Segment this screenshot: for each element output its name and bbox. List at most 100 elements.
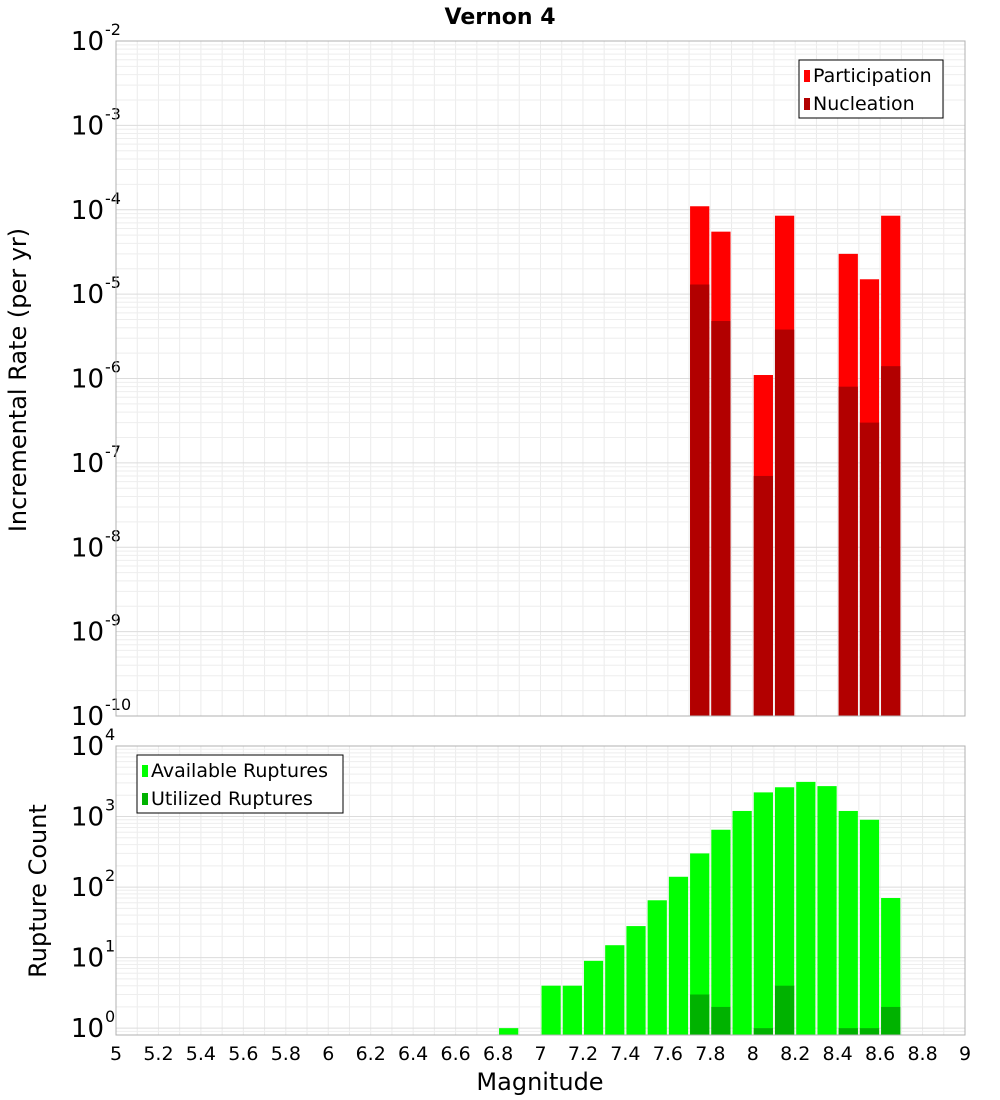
chart-title: Vernon 4 [445, 5, 556, 30]
x-tick-label: 7.2 [568, 1043, 598, 1065]
y-tick-base: 10 [71, 702, 104, 732]
y-tick-exponent: -3 [105, 104, 121, 123]
y-tick-exponent: 3 [105, 796, 115, 815]
bar-available-ruptures [626, 926, 646, 1035]
y-tick-base: 10 [71, 1014, 104, 1044]
y-tick-exponent: -10 [105, 695, 131, 714]
y-tick-label: 10 -2 [71, 20, 121, 57]
y-tick-label: 10 -7 [71, 442, 121, 479]
bar-available-ruptures [753, 792, 773, 1035]
bar-available-ruptures [562, 985, 582, 1035]
bar-available-ruptures [774, 787, 795, 1035]
bar-available-ruptures [605, 945, 625, 1035]
y-tick-exponent: -5 [105, 273, 121, 292]
y-tick-label: 10 0 [71, 1007, 115, 1044]
y-tick-label: 10 -5 [71, 273, 121, 310]
top-plot-border [115, 40, 966, 717]
legend-swatch [142, 793, 148, 805]
y-tick-label: 10 3 [71, 796, 115, 833]
bar-available-ruptures [690, 853, 710, 1035]
y-tick-base: 10 [71, 618, 104, 648]
bar-available-ruptures [583, 960, 604, 1035]
y-tick-exponent: -4 [105, 189, 121, 208]
bar-available-ruptures [668, 876, 689, 1035]
bar-utilized-ruptures [859, 1028, 880, 1035]
y-tick-label: 10 -3 [71, 104, 121, 141]
y-tick-base: 10 [71, 803, 104, 833]
y-tick-label: 10 -4 [71, 189, 121, 226]
bar-nucleation [711, 321, 731, 716]
top-y-axis-label: Incremental Rate (per yr) [4, 228, 32, 532]
bottom-plot-border [115, 745, 966, 1036]
bar-nucleation [690, 284, 710, 716]
y-tick-base: 10 [71, 533, 104, 563]
y-tick-label: 10 1 [71, 937, 115, 974]
legend-entry: Utilized Ruptures [151, 788, 313, 810]
bottom-legend: Available Ruptures Utilized Ruptures [136, 754, 344, 814]
y-tick-exponent: -7 [105, 442, 121, 461]
x-tick-label: 8.2 [780, 1043, 810, 1065]
y-tick-exponent: 1 [105, 937, 115, 956]
y-tick-base: 10 [71, 196, 104, 226]
x-tick-label: 7.6 [653, 1043, 683, 1065]
x-tick-label: 5.8 [271, 1043, 301, 1065]
y-tick-exponent: -9 [105, 611, 121, 630]
bar-nucleation [859, 422, 880, 716]
legend-box [798, 59, 944, 119]
x-tick-label: 6.4 [398, 1043, 428, 1065]
legend-box [136, 754, 344, 814]
x-tick-label: 6.8 [483, 1043, 513, 1065]
x-tick-label: 5.4 [186, 1043, 216, 1065]
legend-swatch [804, 98, 810, 110]
bar-available-ruptures [647, 900, 667, 1035]
x-tick-label: 8.8 [907, 1043, 937, 1065]
x-axis-label: Magnitude [476, 1068, 603, 1096]
x-tick-label: 7.8 [695, 1043, 725, 1065]
y-tick-base: 10 [71, 873, 104, 903]
bar-available-ruptures [541, 985, 561, 1035]
bottom-y-axis-label: Rupture Count [24, 804, 52, 978]
bar-available-ruptures [499, 1028, 519, 1035]
y-tick-exponent: 4 [105, 725, 115, 744]
y-tick-exponent: -8 [105, 526, 121, 545]
x-tick-labels: 5 5.2 5.4 5.6 5.8 6 6.2 6.4 6.6 6.8 7 7.2 7.4 7.6 7.8 8… [110, 1043, 971, 1065]
y-tick-exponent: 2 [105, 866, 115, 885]
legend-swatch [804, 70, 810, 82]
x-tick-label: 6.6 [440, 1043, 470, 1065]
bar-available-ruptures [881, 898, 901, 1035]
x-tick-label: 5 [110, 1043, 122, 1065]
y-tick-base: 10 [71, 944, 104, 974]
y-tick-label: 10 -10 [71, 695, 131, 732]
bar-nucleation [838, 386, 858, 716]
x-tick-label: 5.6 [228, 1043, 258, 1065]
bar-nucleation [881, 366, 901, 716]
x-tick-label: 8.6 [865, 1043, 895, 1065]
top-bars [690, 206, 901, 717]
y-tick-base: 10 [71, 27, 104, 57]
legend-swatch [142, 765, 148, 777]
bar-available-ruptures [859, 819, 880, 1035]
y-tick-base: 10 [71, 449, 104, 479]
y-tick-exponent: -2 [105, 20, 121, 39]
y-tick-base: 10 [71, 732, 104, 762]
bar-available-ruptures [796, 781, 816, 1035]
bottom-bars [499, 781, 901, 1035]
legend-entry: Participation [813, 65, 932, 87]
bar-available-ruptures [838, 810, 858, 1035]
y-tick-base: 10 [71, 280, 104, 310]
y-tick-exponent: 0 [105, 1007, 115, 1026]
bar-nucleation [774, 329, 795, 716]
top-grid [115, 41, 966, 717]
bar-available-ruptures [711, 829, 731, 1035]
bar-utilized-ruptures [881, 1006, 901, 1035]
bar-utilized-ruptures [774, 985, 795, 1035]
legend-entry: Nucleation [813, 93, 915, 115]
bar-nucleation [753, 475, 773, 716]
y-tick-label: 10 2 [71, 866, 115, 903]
x-tick-label: 9 [959, 1043, 971, 1065]
